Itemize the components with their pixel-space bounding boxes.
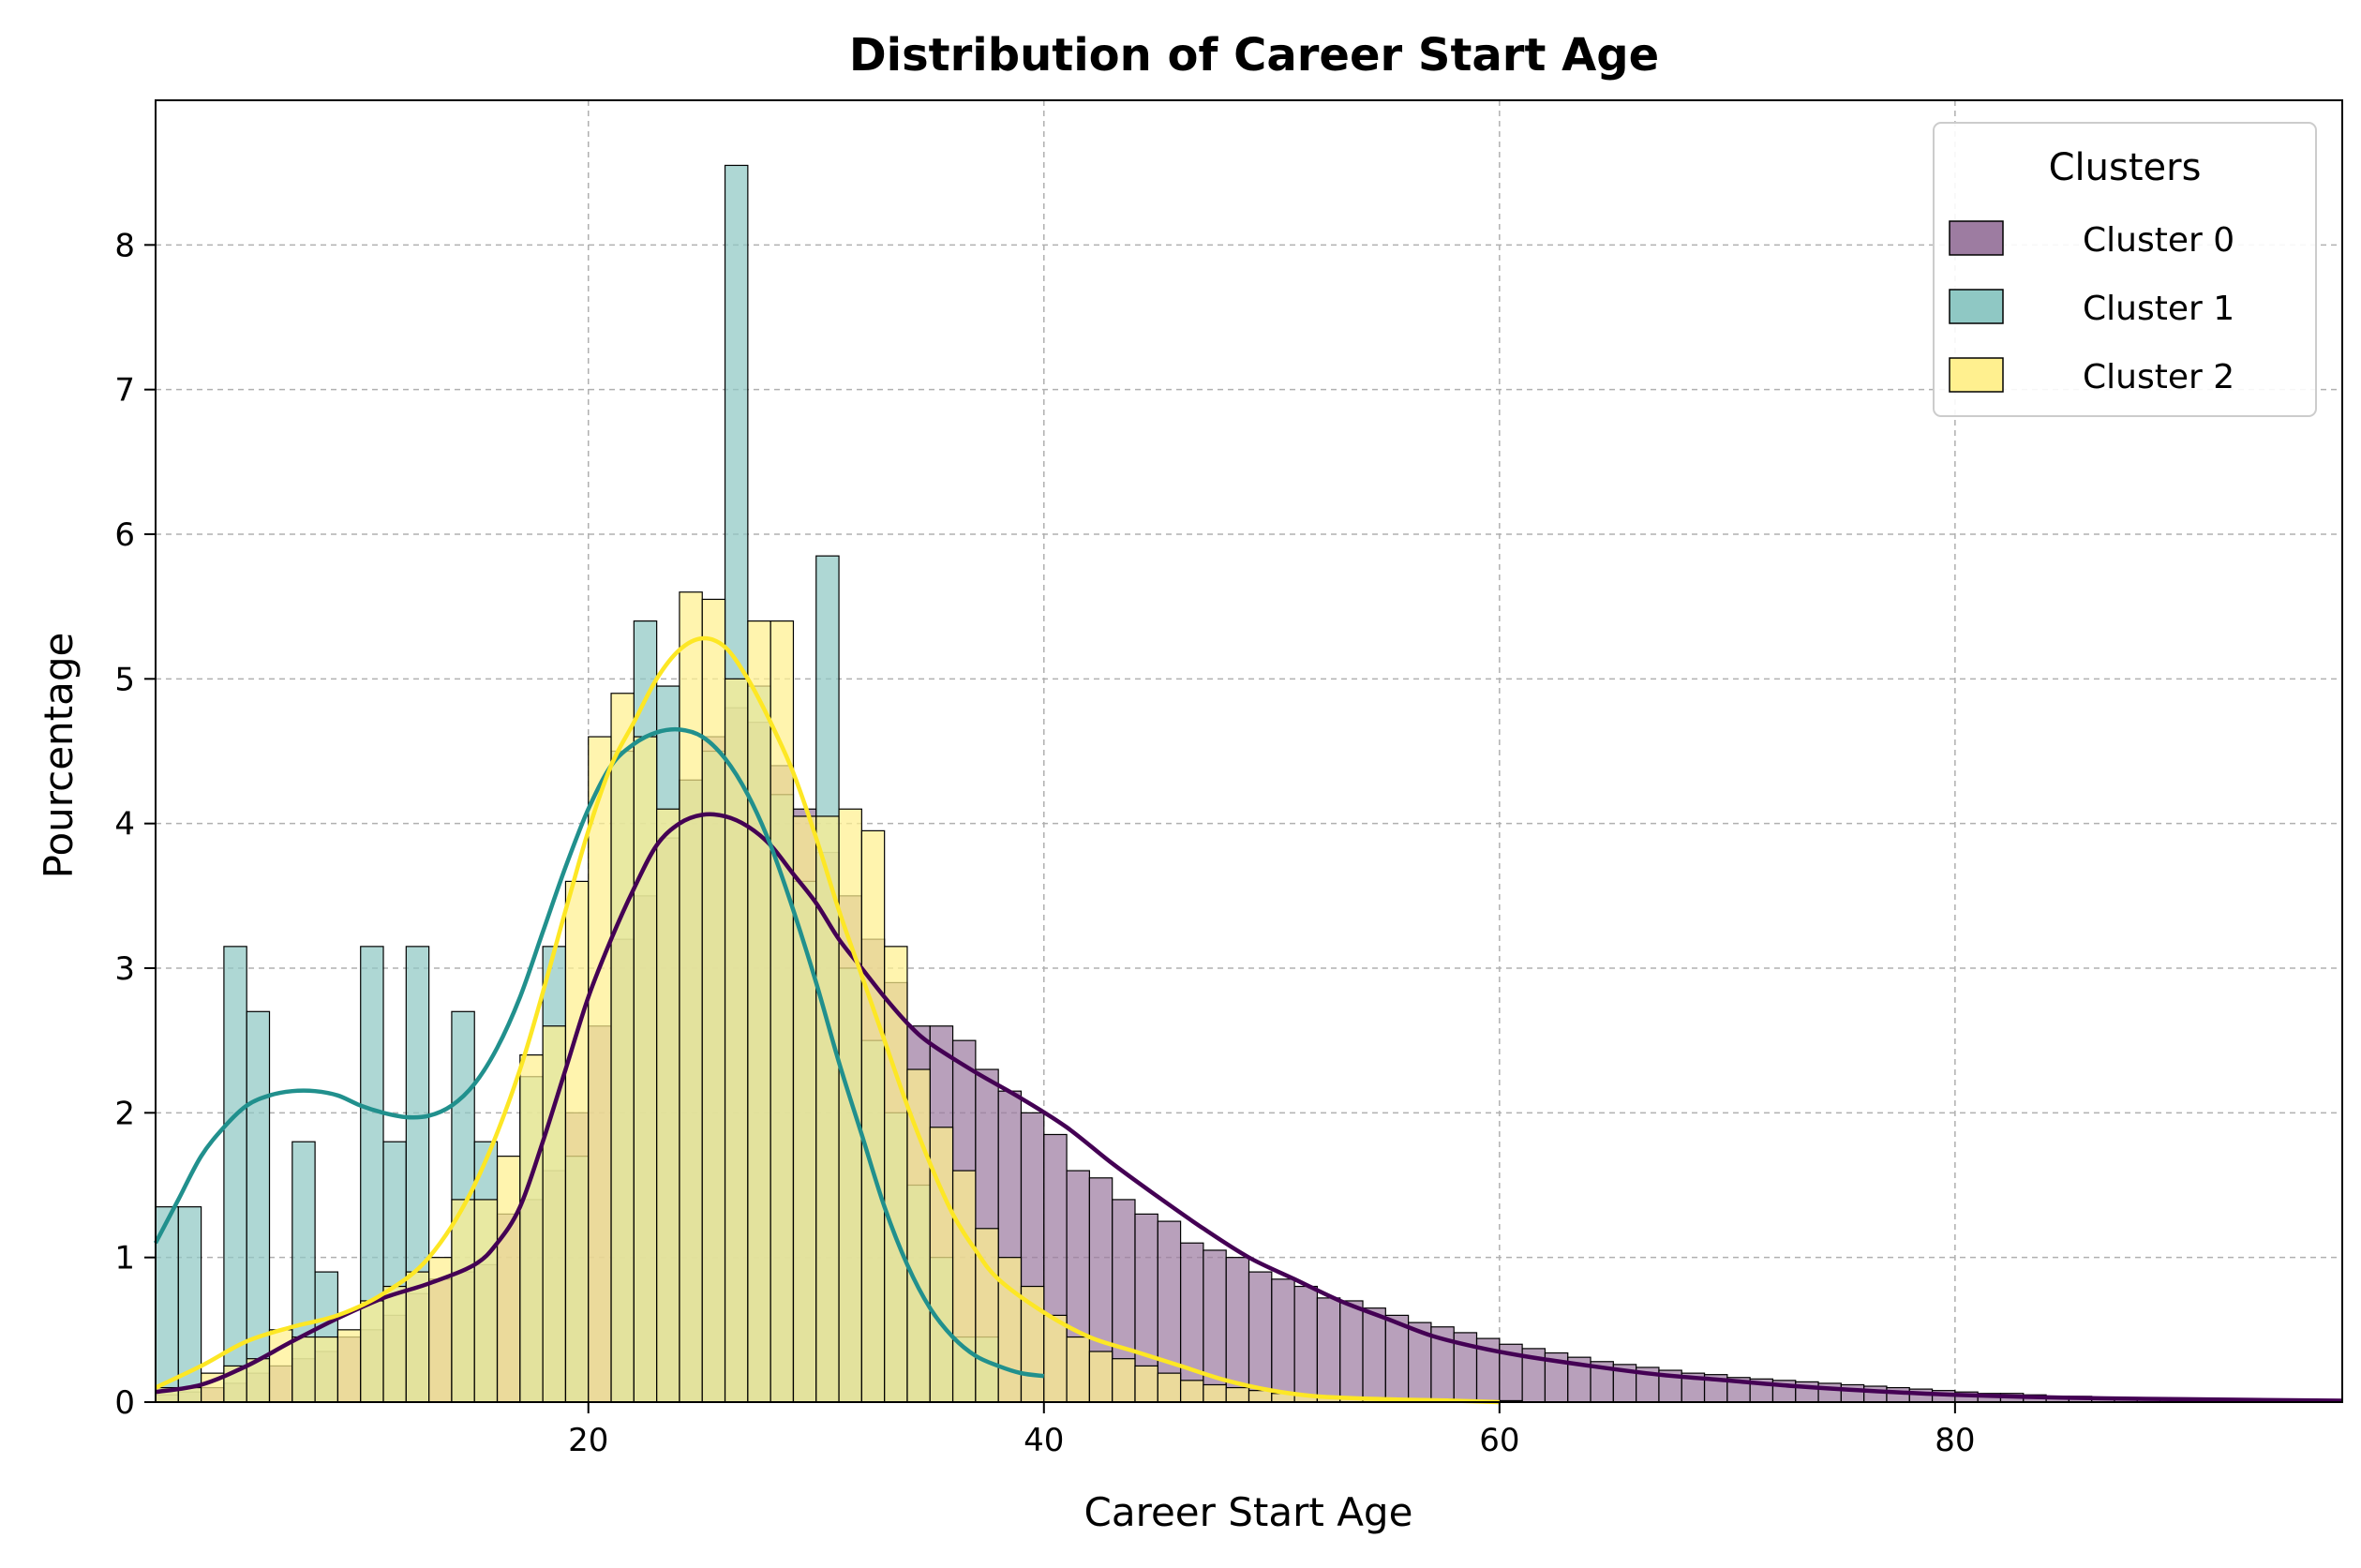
x-tick-label: 20 — [568, 1422, 608, 1459]
histogram-bar — [1271, 1278, 1295, 1403]
histogram-bar — [1248, 1390, 1273, 1403]
histogram-bar — [1339, 1300, 1364, 1403]
histogram-bar — [268, 1329, 293, 1403]
histogram-bar — [1179, 1242, 1204, 1403]
legend-label: Cluster 0 — [2083, 221, 2234, 260]
legend-label: Cluster 1 — [2083, 290, 2234, 328]
histogram-bar — [1362, 1307, 1386, 1403]
histogram-bar — [336, 1329, 362, 1403]
legend-swatch — [1949, 289, 2004, 324]
x-tick-label: 80 — [1935, 1422, 1975, 1459]
legend-swatch — [1949, 220, 2004, 256]
histogram-bar — [679, 591, 703, 1403]
histogram-bar — [770, 620, 795, 1403]
histogram-bar — [1088, 1351, 1113, 1403]
histogram-bar — [588, 736, 612, 1403]
x-tick-label: 40 — [1024, 1422, 1064, 1459]
histogram-bar — [542, 1025, 567, 1403]
histogram-bar — [473, 1199, 499, 1403]
y-tick-label: 1 — [114, 1240, 135, 1277]
chart-title: Distribution of Career Start Age — [849, 29, 1659, 82]
histogram-bar — [1157, 1372, 1182, 1403]
histogram-bar — [610, 693, 635, 1403]
histogram-bar — [884, 946, 908, 1403]
x-tick-label: 60 — [1479, 1422, 1519, 1459]
legend-swatch — [1949, 357, 2004, 393]
kde-curve-cluster-0 — [155, 812, 2343, 1403]
legend-item-cluster-1: Cluster 1 — [1949, 289, 2234, 328]
histogram-bar — [1863, 1385, 1888, 1403]
histogram-bar — [223, 946, 247, 1403]
histogram-bar — [1066, 1336, 1090, 1403]
histogram-bar — [246, 1010, 271, 1403]
series-bars-cluster-2 — [155, 591, 1523, 1403]
legend-frame — [1933, 122, 2317, 417]
histogram-bar — [906, 1068, 931, 1403]
y-tick-label: 5 — [114, 661, 135, 698]
histogram-bar — [564, 880, 590, 1403]
histogram-bar — [1225, 1257, 1250, 1403]
y-tick-label: 3 — [114, 950, 135, 988]
histogram-bar — [519, 1053, 544, 1403]
plot-area-frame — [155, 99, 2343, 1403]
y-tick-label: 8 — [114, 227, 135, 264]
histogram-bar — [314, 1336, 339, 1403]
legend-title: Clusters — [2049, 146, 2202, 189]
histogram-bar — [1293, 1285, 1319, 1403]
histogram-bar — [860, 829, 886, 1403]
histogram-bar — [1179, 1380, 1204, 1403]
histogram-bar — [451, 1199, 475, 1403]
histogram-bar — [792, 815, 817, 1403]
histogram-bar — [405, 1271, 430, 1403]
histogram-bar — [1112, 1358, 1136, 1403]
legend-item-cluster-2: Cluster 2 — [1949, 357, 2234, 396]
histogram-bar — [656, 808, 680, 1403]
histogram-bar — [747, 620, 771, 1403]
x-axis-title: Career Start Age — [1084, 1489, 1413, 1535]
y-tick-label: 2 — [114, 1095, 135, 1132]
histogram-bar — [291, 1336, 316, 1403]
y-tick-label: 4 — [114, 806, 135, 844]
histogram-bar — [1248, 1271, 1273, 1403]
legend-label: Cluster 2 — [2083, 358, 2234, 396]
histogram-bar — [1203, 1383, 1227, 1403]
legend: Clusters Cluster 0 Cluster 1 Cluster 2 — [1933, 122, 2317, 417]
legend-item-cluster-0: Cluster 0 — [1949, 220, 2234, 260]
y-axis-title: Pourcentage — [36, 633, 82, 879]
histogram-bar — [997, 1257, 1023, 1403]
histogram-bar — [496, 1156, 521, 1403]
histogram-bar — [1225, 1386, 1250, 1403]
kde-curve-cluster-2 — [155, 635, 1500, 1405]
histogram-bar — [1316, 1297, 1341, 1403]
histogram-bar — [701, 598, 726, 1403]
histogram-bar — [633, 736, 658, 1403]
histogram-bar — [1886, 1386, 1910, 1403]
y-tick-label: 0 — [114, 1384, 135, 1422]
histogram-bar — [382, 1285, 407, 1403]
histogram-bar — [951, 1170, 977, 1403]
y-tick-label: 7 — [114, 372, 135, 410]
histogram-bar — [1134, 1365, 1158, 1403]
histogram-bar — [1384, 1314, 1410, 1403]
y-tick-label: 6 — [114, 516, 135, 554]
kde-curves — [154, 635, 2343, 1405]
histogram-bar — [360, 1300, 384, 1403]
axis-ticks: 20 40 60 80 0 1 2 3 4 5 6 7 8 — [114, 227, 1975, 1459]
histogram-bar — [1043, 1314, 1068, 1403]
